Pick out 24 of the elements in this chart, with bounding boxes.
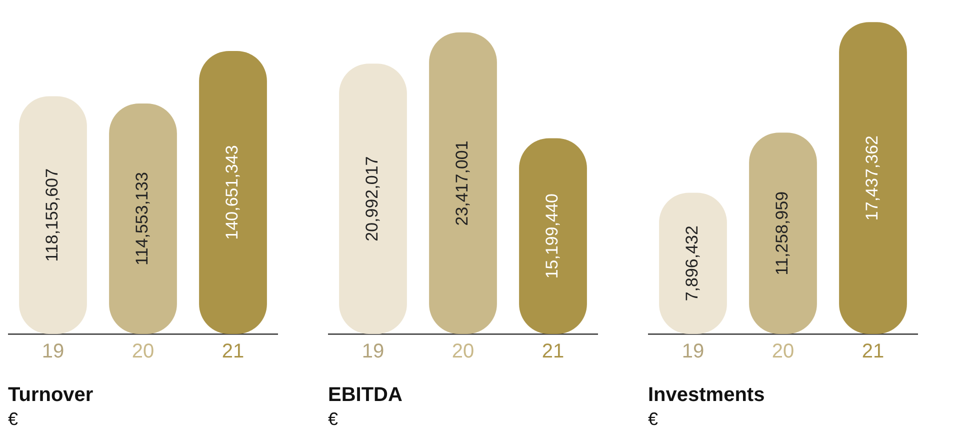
x-tick-label: 21 — [862, 340, 884, 363]
x-tick-label: 19 — [42, 340, 64, 363]
text: € — [8, 409, 20, 430]
text: Turnover — [8, 384, 94, 407]
x-tick-label: 20 — [452, 340, 474, 363]
data-label: 17,437,362 — [862, 135, 882, 221]
data-label: 118,155,607 — [42, 168, 62, 262]
x-tick-label: 21 — [222, 340, 244, 363]
text: € — [328, 409, 340, 430]
data-label: 23,417,001 — [452, 140, 472, 226]
data-label: 20,992,017 — [362, 156, 382, 242]
x-tick-label: 21 — [542, 340, 564, 363]
text: Investments — [648, 384, 766, 407]
data-label: 140,651,343 — [222, 145, 242, 240]
data-label: 15,199,440 — [542, 194, 562, 279]
x-tick-label: 20 — [132, 340, 154, 363]
text: € — [648, 409, 660, 430]
x-tick-label: 19 — [362, 340, 384, 363]
x-tick-label: 19 — [682, 340, 704, 363]
text: EBITDA — [328, 384, 404, 407]
x-tick-label: 20 — [772, 340, 794, 363]
data-label: 11,258,959 — [772, 191, 792, 276]
data-label: 7,896,432 — [682, 226, 702, 302]
data-label: 114,553,133 — [132, 172, 152, 266]
